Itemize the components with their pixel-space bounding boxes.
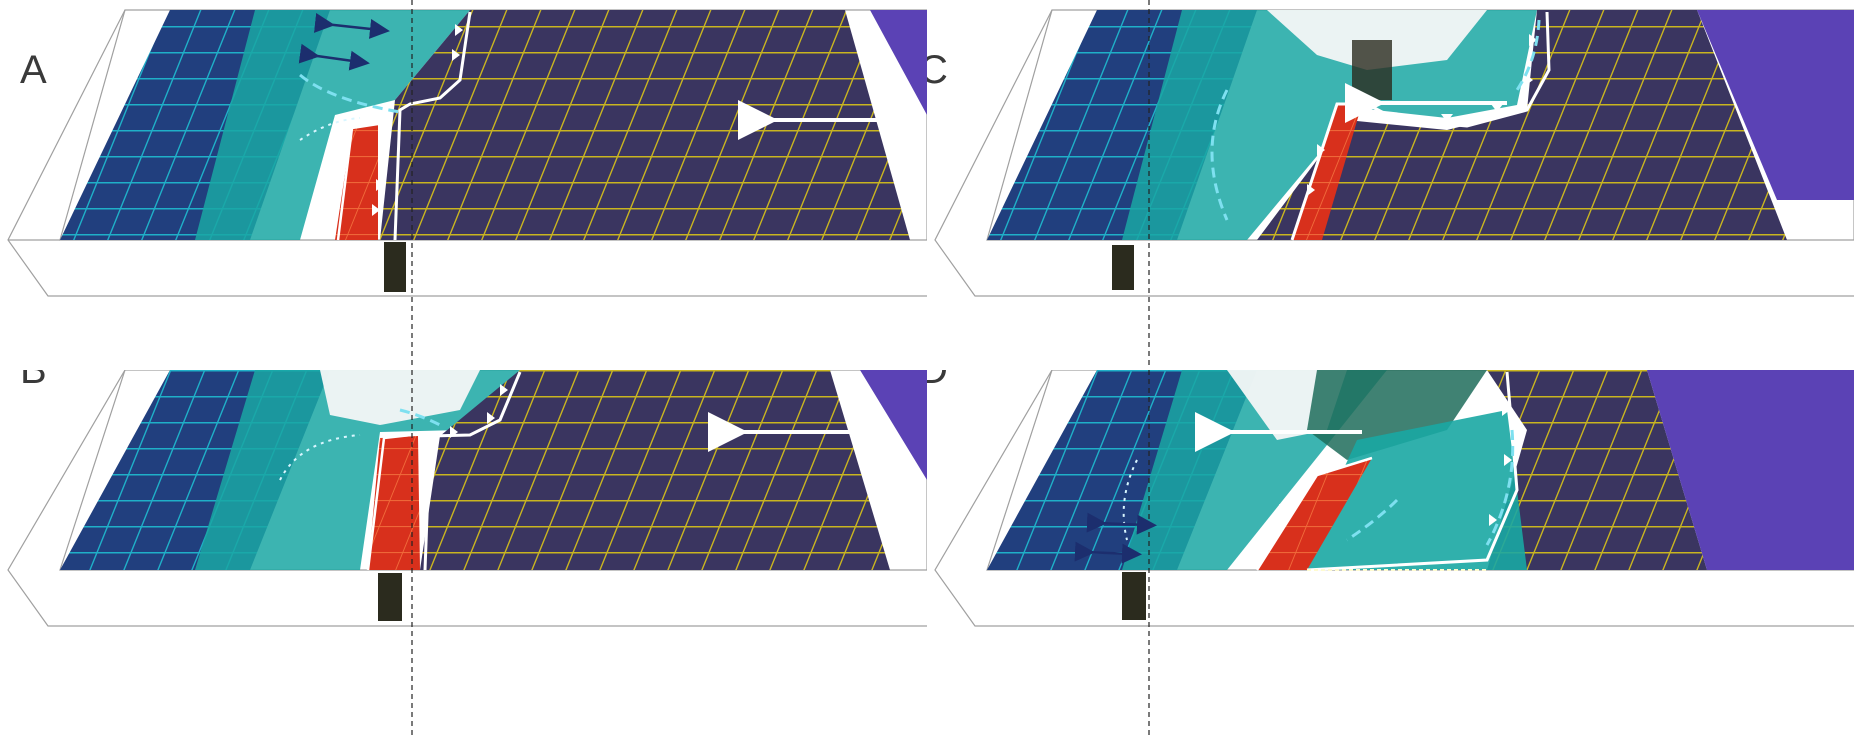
panel-d: D (927, 370, 1854, 739)
panel-b: B (0, 370, 927, 739)
pair-arrows-icon (1074, 512, 1157, 564)
panel-label: C (927, 48, 948, 92)
panel-c-model (934, 0, 1854, 369)
panel-a: A (0, 0, 927, 369)
panel-label: D (927, 370, 948, 392)
panel-d-model (934, 370, 1854, 739)
panel-b-model (7, 370, 927, 739)
panel-label: A (20, 48, 47, 92)
panel-a-model (7, 0, 927, 369)
panel-label: B (20, 370, 47, 392)
panel-c: C (927, 0, 1854, 369)
pair-arrows-icon (298, 12, 390, 71)
